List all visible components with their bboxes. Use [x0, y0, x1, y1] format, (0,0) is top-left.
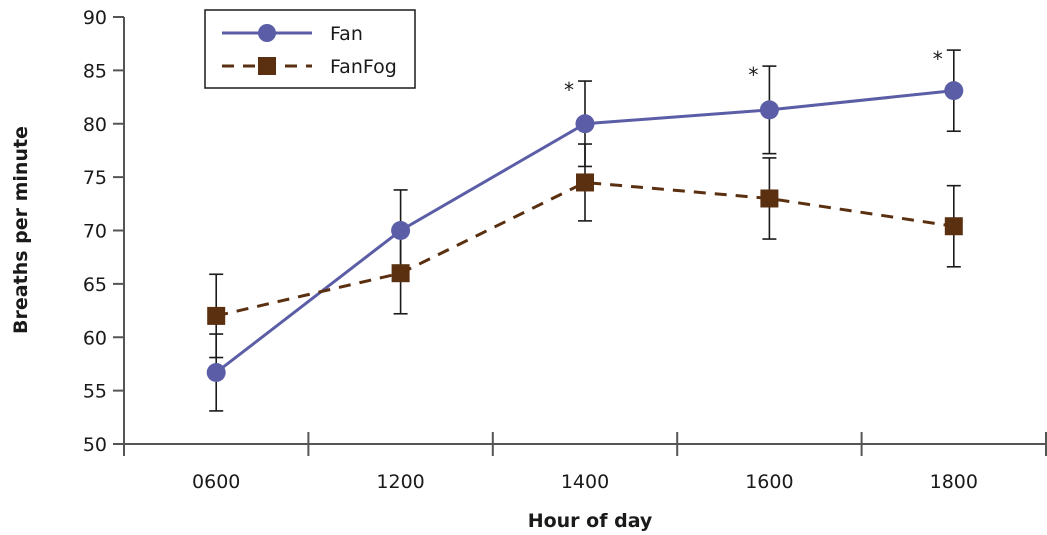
y-axis-title: Breaths per minute: [10, 126, 32, 334]
legend-label-fanfog: FanFog: [330, 56, 397, 78]
legend-marker-fanfog: [258, 57, 276, 75]
y-tick-label: 65: [83, 274, 107, 296]
y-tick-label: 70: [83, 221, 107, 243]
significance-star: *: [564, 78, 574, 102]
legend: Fan FanFog: [204, 9, 416, 89]
y-tick-label: 55: [83, 381, 107, 403]
series-line-fanfog: [215, 180, 955, 318]
y-tick-label: 90: [83, 7, 107, 29]
y-tick-label: 60: [83, 327, 107, 349]
data-point-fanfog: [207, 306, 226, 325]
x-tick-label: 0600: [192, 471, 240, 493]
x-tick-label: 1400: [561, 471, 609, 493]
data-point-fanfog: [944, 217, 963, 236]
y-tick-label: 50: [83, 434, 107, 456]
significance-star: *: [933, 47, 943, 71]
legend-marker-fan: [258, 24, 276, 42]
significance-markers: * * *: [564, 47, 943, 102]
x-axis-title: Hour of day: [528, 510, 653, 532]
y-tick-label: 80: [83, 114, 107, 136]
data-point-fan: [206, 362, 226, 382]
legend-box: [204, 9, 416, 89]
x-ticks: 0600 1200 1400 1600 1800: [123, 432, 1047, 493]
data-point-fanfog: [760, 189, 779, 208]
y-ticks: 50 55 60 65 70 75 80 85 90: [83, 7, 124, 456]
data-point-fan: [575, 114, 595, 134]
data-point-fan: [944, 81, 964, 101]
data-point-fan: [391, 221, 411, 240]
legend-label-fan: Fan: [330, 23, 363, 45]
legend-entry-fan: Fan: [222, 23, 363, 45]
y-tick-label: 85: [83, 60, 107, 82]
data-point-fanfog: [576, 173, 594, 192]
x-tick-label: 1200: [376, 471, 424, 493]
markers: [206, 81, 964, 382]
data-point-fan: [759, 100, 779, 120]
y-tick-label: 75: [83, 167, 107, 189]
x-tick-label: 1600: [745, 471, 793, 493]
data-point-fanfog: [391, 264, 410, 283]
x-tick-label: 1800: [930, 471, 978, 493]
error-bars: [209, 49, 961, 412]
legend-entry-fanfog: FanFog: [222, 56, 397, 78]
significance-star: *: [748, 63, 758, 87]
